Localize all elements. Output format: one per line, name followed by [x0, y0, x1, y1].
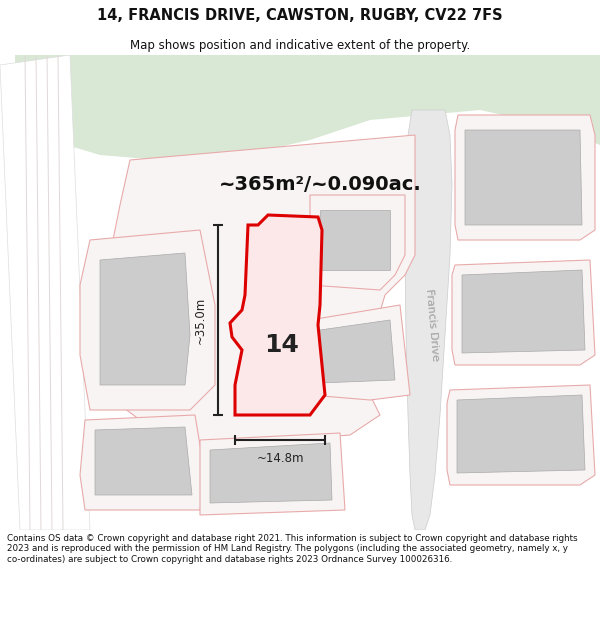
Text: ~35.0m: ~35.0m	[193, 296, 206, 344]
Text: 14: 14	[265, 333, 299, 357]
Polygon shape	[457, 395, 585, 473]
Polygon shape	[320, 320, 395, 383]
Text: Contains OS data © Crown copyright and database right 2021. This information is : Contains OS data © Crown copyright and d…	[7, 534, 578, 564]
Polygon shape	[200, 433, 345, 515]
Polygon shape	[405, 110, 452, 530]
Polygon shape	[465, 130, 582, 225]
Polygon shape	[310, 195, 405, 290]
Text: ~14.8m: ~14.8m	[256, 451, 304, 464]
Polygon shape	[0, 55, 90, 530]
Polygon shape	[455, 115, 595, 240]
Polygon shape	[452, 260, 595, 365]
Polygon shape	[230, 215, 325, 415]
Text: 14, FRANCIS DRIVE, CAWSTON, RUGBY, CV22 7FS: 14, FRANCIS DRIVE, CAWSTON, RUGBY, CV22 …	[97, 8, 503, 23]
Polygon shape	[210, 443, 332, 503]
Polygon shape	[100, 253, 190, 385]
Text: Francis Drive: Francis Drive	[424, 289, 440, 361]
Polygon shape	[320, 210, 390, 270]
Text: ~365m²/~0.090ac.: ~365m²/~0.090ac.	[218, 176, 421, 194]
Polygon shape	[15, 55, 600, 160]
Polygon shape	[447, 385, 595, 485]
Text: Map shows position and indicative extent of the property.: Map shows position and indicative extent…	[130, 39, 470, 52]
Polygon shape	[80, 415, 205, 510]
Polygon shape	[462, 270, 585, 353]
Polygon shape	[95, 427, 192, 495]
Polygon shape	[110, 135, 415, 445]
Polygon shape	[310, 305, 410, 400]
Text: Francis Drive: Francis Drive	[424, 289, 440, 361]
Polygon shape	[262, 255, 312, 330]
Polygon shape	[80, 230, 215, 410]
